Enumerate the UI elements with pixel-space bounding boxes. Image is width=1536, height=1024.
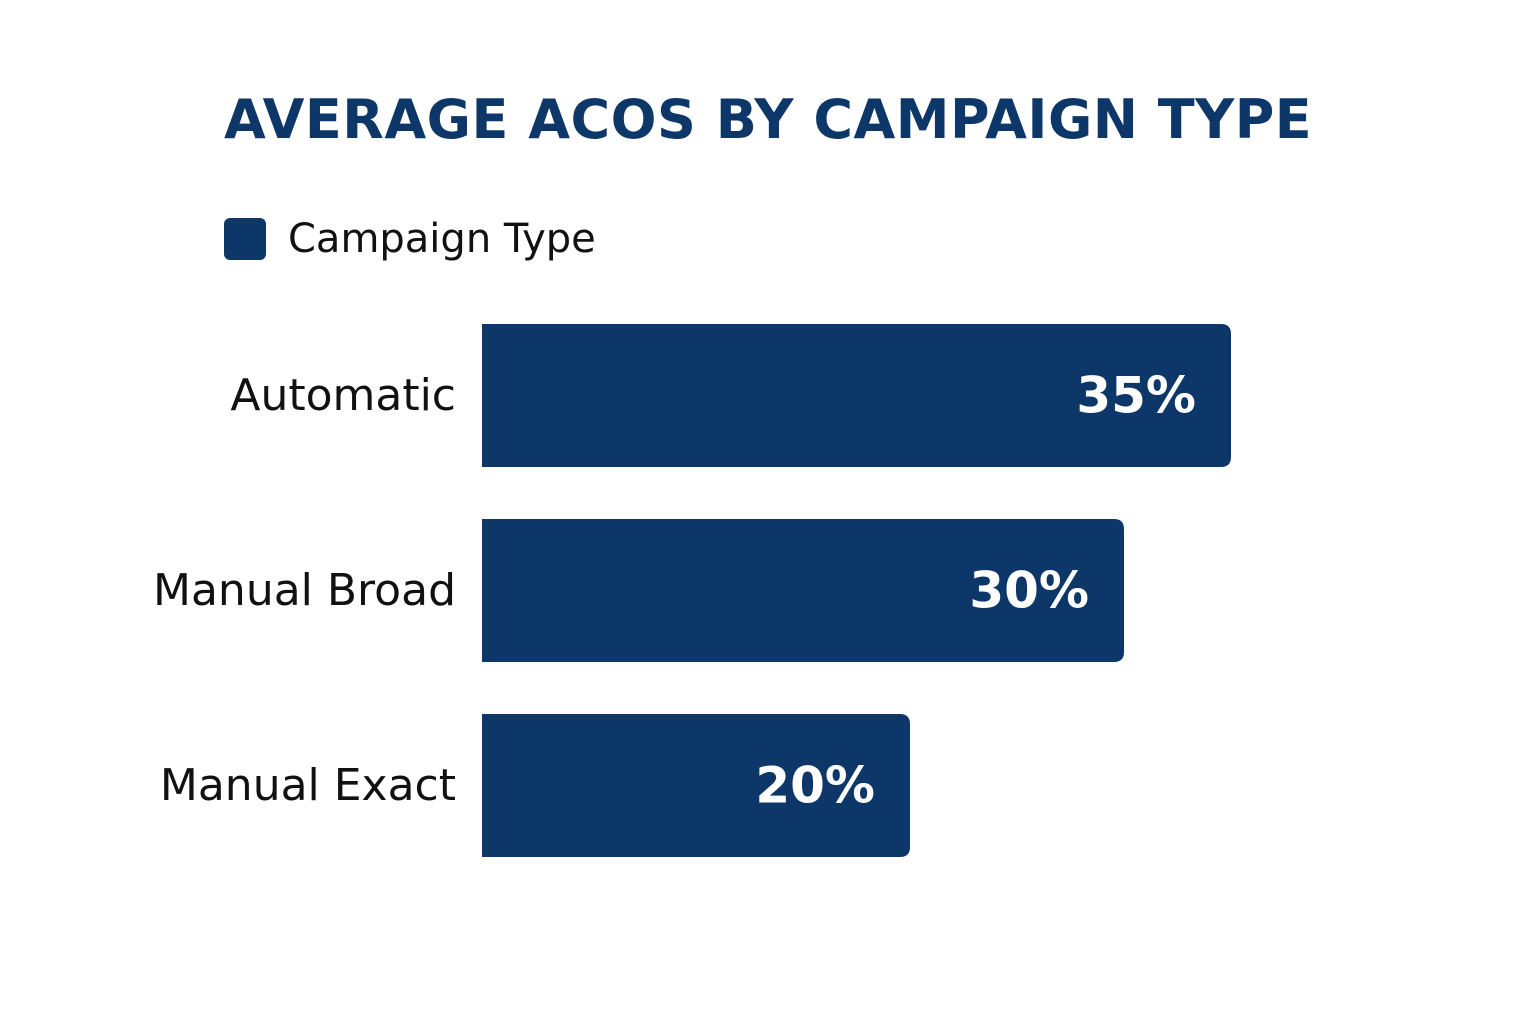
legend: Campaign Type [224, 216, 596, 262]
category-label: Automatic [230, 370, 456, 421]
legend-swatch [224, 218, 266, 260]
category-label: Manual Exact [160, 760, 456, 811]
bar-manual-exact [482, 714, 910, 857]
value-label: 20% [755, 757, 875, 815]
bar-manual-broad [482, 519, 1124, 662]
chart-title: AVERAGE ACOS BY CAMPAIGN TYPE [224, 88, 1313, 151]
value-label: 30% [969, 562, 1089, 620]
legend-label: Campaign Type [288, 216, 596, 262]
category-label: Manual Broad [153, 565, 456, 616]
bar-automatic [482, 324, 1231, 467]
value-label: 35% [1076, 367, 1196, 425]
